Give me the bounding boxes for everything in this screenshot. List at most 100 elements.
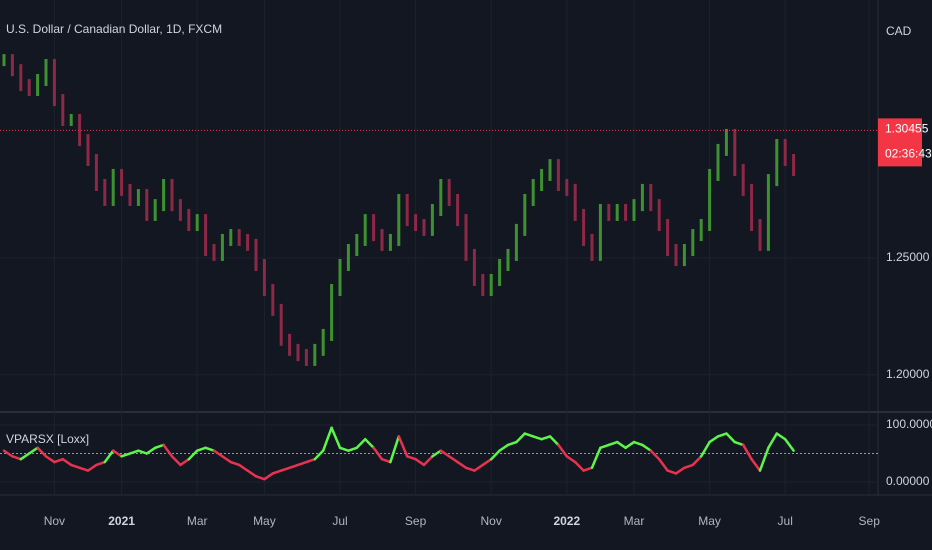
indicator-segment [683, 463, 695, 470]
indicator-segment [632, 440, 644, 447]
price-bar [254, 238, 258, 271]
indicator-segment [305, 457, 317, 464]
price-bar [414, 214, 418, 231]
x-tick-label: 2022 [553, 514, 580, 528]
indicator-segment [481, 457, 493, 467]
price-bar [111, 168, 115, 206]
price-bar [271, 284, 275, 316]
indicator-segment [355, 437, 367, 450]
indicator-segment [775, 432, 787, 441]
indicator-segment [716, 432, 728, 438]
indicator-segment [624, 440, 636, 450]
price-bar [430, 204, 434, 236]
price-bar [380, 229, 384, 251]
indicator-segment [573, 460, 585, 472]
indicator-segment [53, 457, 65, 464]
indicator-segment [170, 455, 182, 467]
indicator-segment [69, 463, 81, 470]
price-bar [632, 199, 636, 221]
indicator-segment [607, 440, 619, 447]
price-bar [674, 244, 678, 267]
indicator-segment [271, 469, 283, 475]
price-bar [212, 244, 216, 261]
indicator-segment [498, 443, 510, 452]
indicator-segment [725, 432, 737, 444]
price-bar [590, 233, 594, 261]
price-bar [187, 208, 191, 231]
currency: CAD [886, 24, 912, 38]
price-bar [783, 139, 787, 166]
indicator-segment [162, 443, 174, 458]
indicator-segment [657, 457, 669, 472]
price-bar [775, 139, 779, 187]
indicator-segment [447, 455, 459, 464]
indicator-segment [590, 446, 602, 470]
indicator-segment [405, 455, 417, 461]
price-bar [321, 328, 325, 356]
y-tick-label: 1.20000 [886, 367, 930, 381]
price-bar [766, 174, 770, 251]
indicator-segment [212, 449, 224, 458]
price-bar [162, 179, 166, 212]
indicator-segment [179, 457, 191, 467]
price-bar [422, 218, 426, 236]
indicator-segment [750, 457, 762, 472]
indicator-segment [691, 455, 703, 467]
price-bar [472, 248, 476, 286]
price-bar [128, 183, 132, 206]
indicator-segment [195, 446, 207, 452]
price-bar [531, 179, 535, 206]
last-price-label: 1.30455 [885, 122, 929, 136]
price-bar [657, 199, 661, 231]
price-bar [36, 73, 40, 97]
price-bar [86, 134, 90, 166]
indicator-segment [464, 466, 476, 472]
price-bar [405, 193, 409, 227]
price-bar [363, 214, 367, 246]
price-bar [640, 183, 644, 212]
indicator-segment [103, 449, 115, 464]
x-tick-label: Nov [481, 514, 502, 528]
chart-title: U.S. Dollar / Canadian Dollar, 1D, FXCM [6, 22, 222, 36]
indicator-segment [515, 432, 527, 444]
y-tick-label: 0.00000 [886, 474, 930, 488]
indicator-segment [86, 463, 98, 472]
price-bar [10, 54, 14, 77]
price-bar [2, 54, 6, 67]
price-bar [170, 179, 174, 212]
price-bar [204, 214, 208, 257]
indicator-segment [44, 455, 56, 464]
indicator-title: VPARSX [Loxx] [6, 432, 89, 446]
price-bar [338, 258, 342, 297]
price-bar [699, 218, 703, 242]
indicator-segment [120, 452, 132, 458]
indicator-segment [489, 449, 501, 461]
price-bar [94, 153, 98, 192]
indicator-segment [237, 463, 249, 472]
price-bar [355, 233, 359, 257]
price-bar [229, 229, 233, 246]
price-bar [304, 349, 308, 366]
indicator-segment [473, 463, 485, 472]
price-bar [489, 273, 493, 297]
price-bar [120, 168, 124, 196]
indicator-segment [363, 437, 375, 450]
indicator-segment [649, 449, 661, 461]
indicator-segment [414, 457, 426, 467]
indicator-segment [599, 443, 611, 450]
price-bar [514, 223, 518, 261]
indicator-segment [95, 460, 107, 467]
indicator-segment [439, 449, 451, 458]
indicator-segment [615, 440, 627, 450]
price-bar [262, 258, 266, 297]
indicator-segment [733, 440, 745, 447]
x-tick-label: May [698, 514, 721, 528]
indicator-segment [111, 449, 123, 458]
indicator-segment [557, 443, 569, 458]
price-bar [464, 214, 468, 261]
price-bar [153, 199, 157, 221]
price-bar [447, 179, 451, 206]
price-bar [498, 258, 502, 286]
